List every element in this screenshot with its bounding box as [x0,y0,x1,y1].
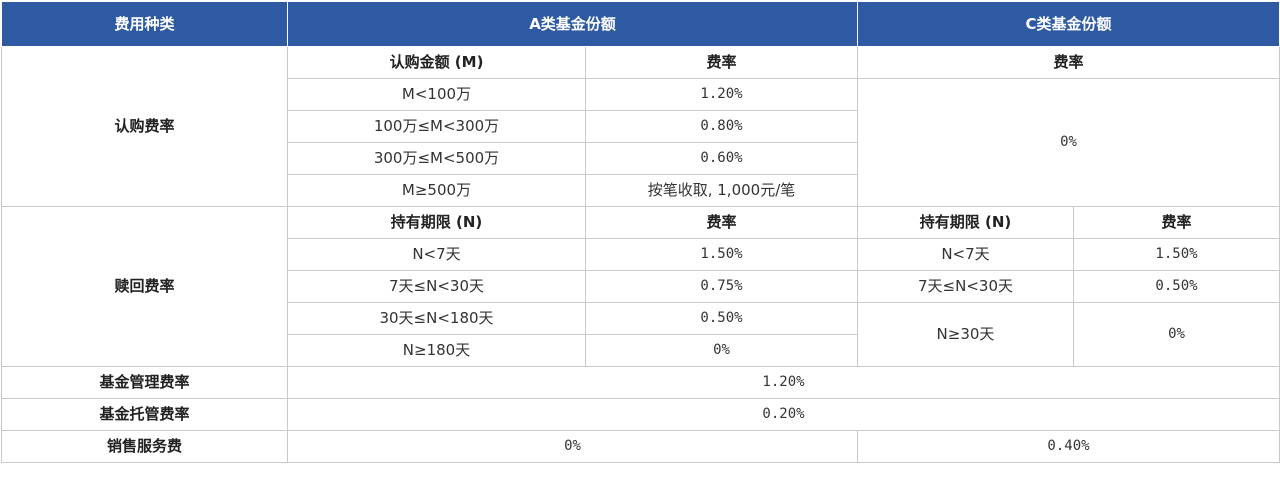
redemption-c-period-cell: N≥30天 [857,302,1074,367]
management-fee-value: 1.20% [286,366,1280,399]
redemption-c-rate-cell: 0.50% [1072,270,1280,303]
redemption-a-period-cell: 7天≤N<30天 [287,270,586,303]
sales-service-fee-c-value: 0.40% [856,430,1280,463]
redemption-a-period-cell: N≥180天 [287,334,586,367]
redemption-a-period-cell: N<7天 [287,238,586,271]
table-row: N≥180天 0% [2,334,1280,367]
table-row: 7天≤N<30天 0.75% 7天≤N<30天 0.50% [2,270,1280,303]
redemption-a-period-cell: 30天≤N<180天 [287,302,586,335]
subscription-amount-cell: 100万≤M<300万 [287,110,586,143]
redemption-a-period-header: 持有期限 (N) [287,206,586,239]
table-row: 基金管理费率 1.20% [1,366,1280,399]
subscription-amount-cell: M<100万 [287,78,586,111]
management-fee-label: 基金管理费率 [1,366,288,399]
subscription-a-rate-header: 费率 [585,46,858,79]
redemption-a-rate-cell: 0.50% [585,302,858,335]
table-row: M≥500万 按笔收取, 1,000元/笔 [2,174,1280,207]
table-row: M<100万 1.20% 0% [2,78,1280,207]
fee-table: 费用种类 A类基金份额 C类基金份额 认购费率 认购金额 (M) 费率 费率 M… [1,1,1280,463]
table-row: 300万≤M<500万 0.60% [2,142,1280,175]
redemption-c-rate-header: 费率 [1072,206,1280,239]
sales-service-fee-label: 销售服务费 [1,430,288,463]
redemption-a-rate-cell: 0% [585,334,858,367]
redemption-fee-label: 赎回费率 [1,206,288,367]
subscription-c-rate-value: 0% [856,78,1280,207]
redemption-a-rate-cell: 0.75% [585,270,858,303]
header-row: 费用种类 A类基金份额 C类基金份额 [1,1,1280,47]
redemption-c-period-header: 持有期限 (N) [857,206,1074,239]
header-class-c: C类基金份额 [856,1,1280,47]
table-row: 认购费率 认购金额 (M) 费率 费率 [1,46,1280,207]
custody-fee-value: 0.20% [286,398,1280,431]
subscription-rate-cell: 0.80% [585,110,858,143]
subscription-c-rate-header: 费率 [856,46,1280,79]
table-row: N<7天 1.50% N<7天 1.50% [2,238,1280,271]
table-row: 30天≤N<180天 0.50% N≥30天 0% [2,302,1280,367]
subscription-amount-header: 认购金额 (M) [287,46,586,79]
custody-fee-label: 基金托管费率 [1,398,288,431]
subscription-rate-cell: 1.20% [585,78,858,111]
redemption-c-period-cell: 7天≤N<30天 [857,270,1074,303]
redemption-a-rate-header: 费率 [585,206,858,239]
table-row: 销售服务费 0% 0.40% [1,430,1280,463]
table-row: 赎回费率 持有期限 (N) 费率 持有期限 (N) 费率 [1,206,1280,367]
header-fee-type: 费用种类 [1,1,288,47]
header-class-a: A类基金份额 [287,1,858,47]
table-row: 基金托管费率 0.20% [1,398,1280,431]
subscription-rate-cell: 按笔收取, 1,000元/笔 [585,174,858,207]
redemption-a-rate-cell: 1.50% [585,238,858,271]
redemption-c-period-cell: N<7天 [857,238,1074,271]
subscription-amount-cell: M≥500万 [287,174,586,207]
redemption-c-rate-cell: 1.50% [1072,238,1280,271]
subscription-rate-cell: 0.60% [585,142,858,175]
table-row: 100万≤M<300万 0.80% [2,110,1280,143]
subscription-fee-label: 认购费率 [1,46,288,207]
sales-service-fee-a-value: 0% [287,430,858,463]
redemption-c-rate-cell: 0% [1072,302,1280,367]
subscription-amount-cell: 300万≤M<500万 [287,142,586,175]
